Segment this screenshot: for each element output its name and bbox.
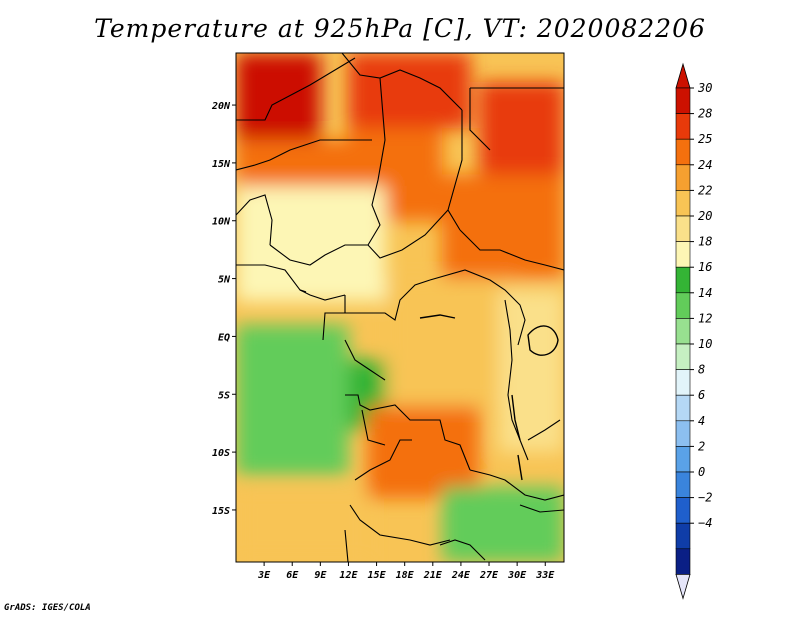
colorbar-label: −4	[698, 516, 712, 530]
colorbar-label: 2	[698, 439, 705, 453]
colorbar-label: 30	[697, 81, 712, 95]
temperature-region-8	[236, 324, 349, 476]
y-tick-label: 15S	[212, 506, 230, 517]
temperature-region-12	[236, 486, 368, 562]
colorbar-swatch	[675, 164, 691, 191]
colorbar-swatch	[675, 318, 691, 345]
temperature-region-10	[367, 405, 480, 499]
x-tick-label: 3E	[257, 570, 271, 581]
x-tick-label: 6E	[286, 570, 299, 581]
colorbar-swatch	[675, 87, 691, 114]
colorbar-swatch	[675, 522, 691, 550]
colorbar-swatch	[675, 394, 691, 422]
colorbar-label: 10	[698, 337, 712, 351]
colorbar-swatch	[675, 190, 691, 217]
temperature-region-1	[479, 81, 564, 175]
lake-outlines	[299, 289, 559, 481]
y-tick-label: EQ	[218, 332, 230, 343]
temperature-region-0	[236, 53, 321, 140]
colorbar-swatch	[675, 266, 691, 294]
x-tick-label: 24E	[451, 570, 471, 581]
colorbar-label: 16	[698, 260, 712, 274]
x-tick-label: 18E	[396, 570, 415, 581]
y-tick-label: 10N	[212, 217, 231, 228]
x-tick-label: 21E	[423, 570, 443, 581]
colorbar-swatch	[675, 138, 691, 166]
colorbar-swatch	[675, 471, 691, 498]
colorbar-swatch	[675, 369, 691, 396]
y-axis: 20N 15N 10N 5N EQ 5S 10S 15S	[211, 101, 236, 517]
colorbar-swatch	[675, 343, 691, 370]
colorbar-swatch	[675, 241, 691, 268]
colorbar-label: −2	[698, 491, 712, 505]
colorbar-label: 12	[698, 311, 712, 325]
temperature-region-5	[442, 174, 564, 279]
temperature-region-6	[236, 186, 386, 302]
colorbar-label: 14	[698, 286, 712, 300]
y-tick-label: 10S	[212, 448, 230, 459]
x-tick-label: 33E	[535, 570, 555, 581]
colorbar-label: 6	[698, 388, 705, 402]
colorbar-swatch	[675, 420, 691, 447]
colorbar-swatch	[675, 113, 691, 140]
chart-title: Temperature at 925hPa [C], VT: 202008220…	[94, 14, 706, 43]
x-tick-label: 9E	[314, 570, 327, 581]
x-tick-label: 30E	[507, 570, 527, 581]
temperature-region-11	[498, 290, 564, 453]
temperature-region-2	[348, 53, 471, 129]
colorbar-swatch	[675, 548, 691, 575]
colorbar-label: 4	[698, 414, 705, 428]
temperature-region-13	[442, 486, 564, 562]
y-tick-label: 5N	[218, 275, 231, 286]
y-tick-label: 5S	[218, 390, 230, 401]
colorbar-label: 22	[698, 183, 712, 197]
temperature-region-7	[385, 278, 518, 406]
map-panel	[236, 53, 564, 562]
colorbar-label: 24	[698, 158, 712, 172]
credit-text: GrADS: IGES/COLA	[4, 603, 91, 613]
x-tick-label: 27E	[479, 570, 499, 581]
x-tick-label: 15E	[368, 570, 387, 581]
colorbar-swatch	[675, 215, 691, 242]
colorbar-label: 28	[698, 107, 712, 121]
colorbar-label: 0	[698, 465, 705, 479]
colorbar-label: 20	[698, 209, 712, 223]
colorbar-bottom-triangle	[675, 574, 691, 600]
colorbar-label: 8	[698, 363, 705, 377]
y-tick-label: 15N	[212, 159, 231, 170]
map-frame	[235, 52, 565, 563]
colorbar-swatch	[675, 292, 691, 319]
colorbar-top-triangle	[675, 62, 691, 89]
colorbar-label: 25	[698, 132, 712, 146]
colorbar-swatch	[675, 446, 691, 473]
colorbar-swatch	[675, 497, 691, 524]
y-tick-label: 20N	[211, 101, 231, 112]
colorbar-label: 18	[698, 235, 712, 249]
x-axis: 3E 6E 9E 12E 15E 18E 21E 24E 27E 30E 33E	[257, 562, 555, 581]
temperature-region-3	[236, 139, 349, 187]
x-tick-label: 12E	[339, 570, 358, 581]
